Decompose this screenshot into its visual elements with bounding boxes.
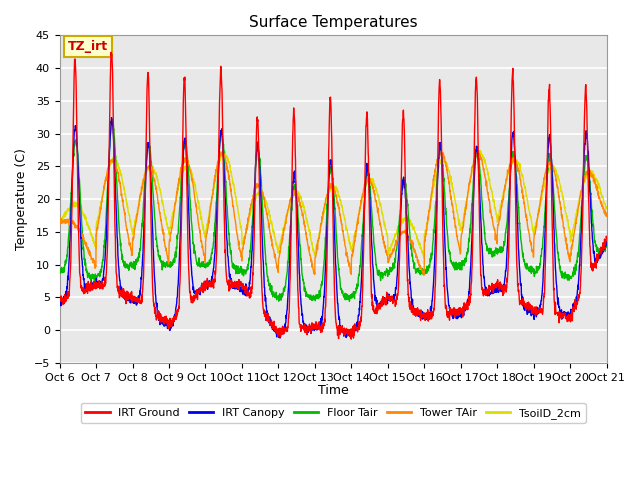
Legend: IRT Ground, IRT Canopy, Floor Tair, Tower TAir, TsoilD_2cm: IRT Ground, IRT Canopy, Floor Tair, Towe… [81, 403, 586, 423]
Text: TZ_irt: TZ_irt [68, 40, 108, 53]
Y-axis label: Temperature (C): Temperature (C) [15, 148, 28, 250]
X-axis label: Time: Time [317, 384, 349, 397]
Title: Surface Temperatures: Surface Temperatures [249, 15, 417, 30]
